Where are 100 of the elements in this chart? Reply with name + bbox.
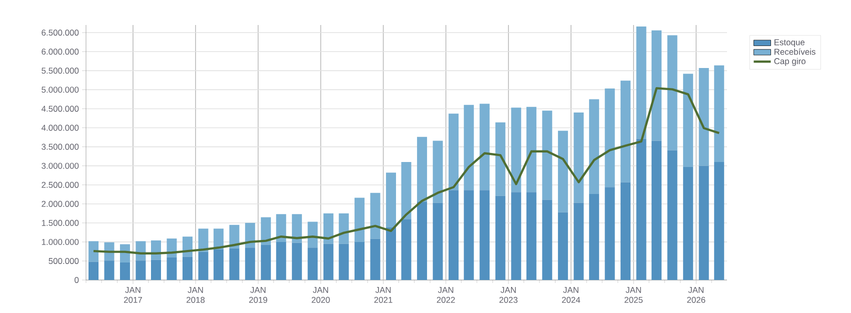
bar (448, 114, 459, 190)
bar (401, 219, 412, 280)
bar (574, 202, 584, 280)
y-tick-label: 3.500.000 (42, 144, 79, 150)
bar (245, 248, 256, 280)
line-series (92, 87, 720, 254)
bar (714, 162, 724, 280)
x-tick-label: JAN 2020 (312, 287, 330, 303)
bar (88, 241, 99, 262)
bar (260, 244, 271, 280)
y-tick-label: 2.000.000 (42, 200, 79, 207)
bar (292, 214, 302, 243)
bar (542, 200, 552, 280)
y-tick-label: 1.500.000 (42, 220, 79, 226)
bar (526, 106, 536, 192)
y-tick-label: 4.500.000 (42, 106, 79, 112)
bar (604, 187, 615, 280)
bar (386, 172, 396, 228)
bar (480, 190, 490, 280)
bar (245, 222, 256, 248)
bar (88, 262, 99, 280)
bar (480, 104, 490, 190)
bar (667, 35, 678, 150)
bar (229, 248, 240, 280)
bar (308, 222, 318, 248)
x-tick-label: JAN 2023 (499, 287, 518, 303)
bar (464, 190, 474, 280)
bar (370, 192, 380, 239)
bar (620, 80, 631, 182)
y-tick-label: 500.000 (48, 258, 79, 264)
bar (589, 194, 600, 280)
bar (464, 104, 474, 190)
bar (150, 260, 161, 280)
bar (120, 262, 130, 280)
bar (698, 166, 709, 280)
bar (652, 140, 662, 280)
bar (558, 130, 568, 212)
bar (542, 110, 552, 200)
bar (338, 213, 349, 244)
bar (214, 250, 224, 280)
x-tick-label: JAN 2019 (249, 287, 268, 303)
bar (292, 242, 302, 280)
bar (166, 258, 177, 280)
bar (136, 260, 146, 280)
y-tick-label: 1.000.000 (42, 238, 79, 245)
y-tick-label: 0 (74, 277, 79, 283)
y-tick-label: 6.500.000 (42, 30, 79, 36)
bar (401, 162, 412, 220)
bar (198, 252, 208, 280)
bar (604, 88, 615, 188)
legend-label: Recebíveis (774, 48, 816, 55)
bar (417, 202, 428, 280)
bar (370, 238, 380, 280)
bar (574, 112, 584, 203)
bar (229, 224, 240, 248)
x-tick-label: JAN 2018 (186, 287, 205, 303)
bar (683, 74, 694, 167)
bar (417, 136, 428, 202)
bar (526, 192, 536, 280)
bar (323, 213, 334, 244)
x-tick-label: JAN 2024 (562, 287, 580, 303)
y-tick-label: 3.000.000 (42, 162, 79, 169)
bar (698, 68, 709, 166)
x-tick-label: JAN 2017 (124, 287, 142, 303)
bar (714, 65, 724, 162)
bar (558, 212, 568, 280)
bar (636, 26, 646, 139)
bar (652, 30, 662, 141)
bar (636, 138, 646, 280)
bar (495, 122, 506, 196)
y-tick-label: 5.000.000 (42, 86, 79, 93)
bar (276, 242, 286, 280)
bar (182, 256, 193, 280)
x-tick-label: JAN 2022 (436, 287, 455, 303)
bar (589, 99, 600, 194)
y-tick-label: 2.500.000 (42, 182, 79, 188)
legend-label: Estoque (774, 39, 805, 47)
bar (104, 260, 114, 280)
x-tick-label: JAN 2026 (687, 287, 706, 303)
bar (354, 242, 365, 280)
bar (338, 244, 349, 280)
bar (511, 108, 522, 192)
bar (432, 140, 443, 203)
y-tick-label: 5.500.000 (42, 68, 79, 74)
x-tick-label: JAN 2025 (624, 287, 643, 303)
bar (432, 202, 443, 280)
bar (323, 244, 334, 280)
x-tick-label: JAN 2021 (374, 287, 392, 303)
bar (308, 248, 318, 280)
legend-label: Cap giro (774, 58, 806, 66)
bar (354, 198, 365, 242)
bar (683, 166, 694, 280)
bar (495, 196, 506, 280)
bar (260, 217, 271, 245)
bar (667, 150, 678, 280)
bar (511, 192, 522, 280)
y-tick-label: 4.000.000 (42, 124, 79, 131)
y-tick-label: 6.000.000 (42, 48, 79, 55)
bar (276, 214, 286, 242)
bar (620, 182, 631, 280)
